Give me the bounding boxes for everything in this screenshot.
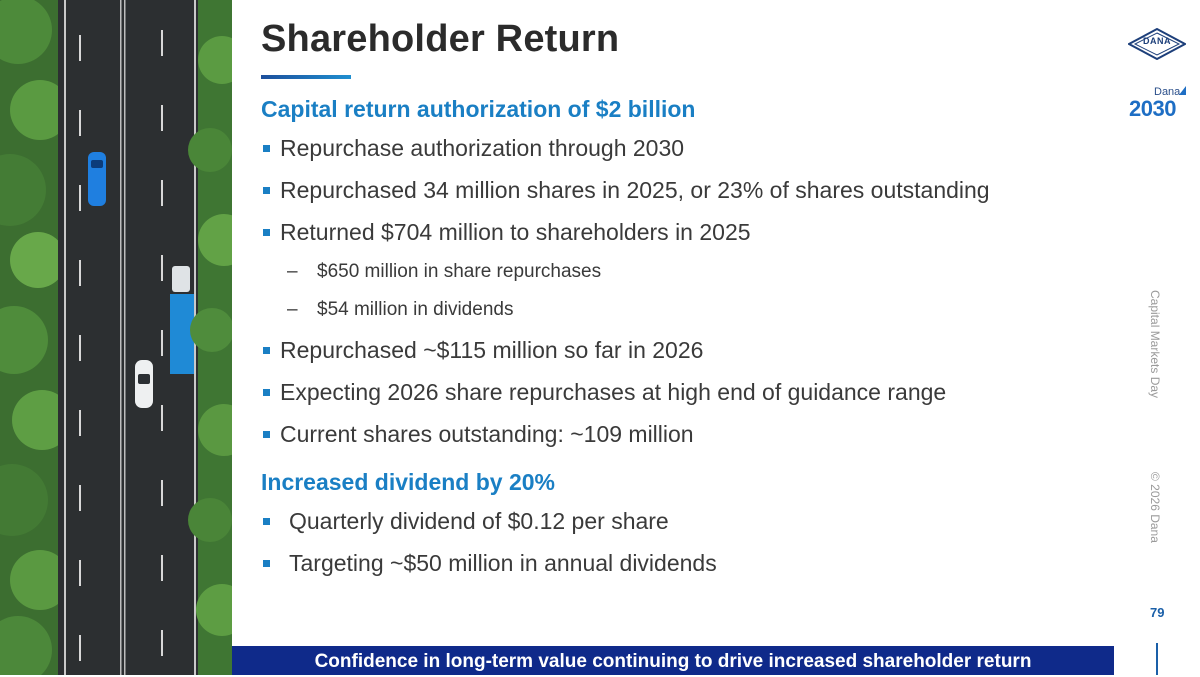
aerial-road-photo bbox=[0, 0, 232, 675]
sub-bullet-text: $54 million in dividends bbox=[317, 299, 514, 320]
dash-marker: – bbox=[287, 261, 298, 282]
title-underline bbox=[261, 75, 351, 79]
dash-marker: – bbox=[287, 299, 298, 320]
sub-bullet-item: – $54 million in dividends bbox=[261, 291, 1121, 329]
dana-2030-small-text: Dana bbox=[1154, 86, 1181, 98]
page-number-bar bbox=[1156, 643, 1158, 675]
sub-bullet-item: – $650 million in share repurchases bbox=[261, 253, 1121, 291]
page-title: Shareholder Return bbox=[261, 18, 620, 60]
slide-content: Capital return authorization of $2 billi… bbox=[261, 92, 1121, 584]
dana-2030-tick-icon bbox=[1179, 86, 1186, 95]
bullet-item: Repurchased ~$115 million so far in 2026 bbox=[261, 329, 1121, 371]
bullet-item: Returned $704 million to shareholders in… bbox=[261, 211, 1121, 253]
bullet-item: Quarterly dividend of $0.12 per share bbox=[261, 500, 1121, 542]
sub-bullet-text: $650 million in share repurchases bbox=[317, 261, 602, 282]
dana-logo-diamond-icon bbox=[1126, 27, 1188, 61]
bullet-item: Targeting ~$50 million in annual dividen… bbox=[261, 542, 1121, 584]
bullet-item: Repurchase authorization through 2030 bbox=[261, 127, 1121, 169]
road-illustration bbox=[0, 0, 232, 675]
section-heading-capital-return: Capital return authorization of $2 billi… bbox=[261, 96, 696, 122]
section-heading-dividend: Increased dividend by 20% bbox=[261, 469, 556, 495]
dana-2030-year: 2030 bbox=[1129, 96, 1176, 121]
bullet-item: Current shares outstanding: ~109 million bbox=[261, 413, 1121, 455]
dana-2030-logo: Dana 2030 bbox=[1128, 86, 1188, 122]
dana-logo bbox=[1126, 27, 1188, 65]
page-number: 79 bbox=[1150, 605, 1165, 620]
dana-logo-text: DANA bbox=[1143, 36, 1171, 46]
event-label: Capital Markets Day bbox=[1148, 290, 1162, 399]
bullet-item: Expecting 2026 share repurchases at high… bbox=[261, 371, 1121, 413]
footer-banner: Confidence in long-term value continuing… bbox=[232, 646, 1114, 675]
copyright-label: © 2026 Dana bbox=[1148, 472, 1162, 543]
bullet-item: Repurchased 34 million shares in 2025, o… bbox=[261, 169, 1121, 211]
